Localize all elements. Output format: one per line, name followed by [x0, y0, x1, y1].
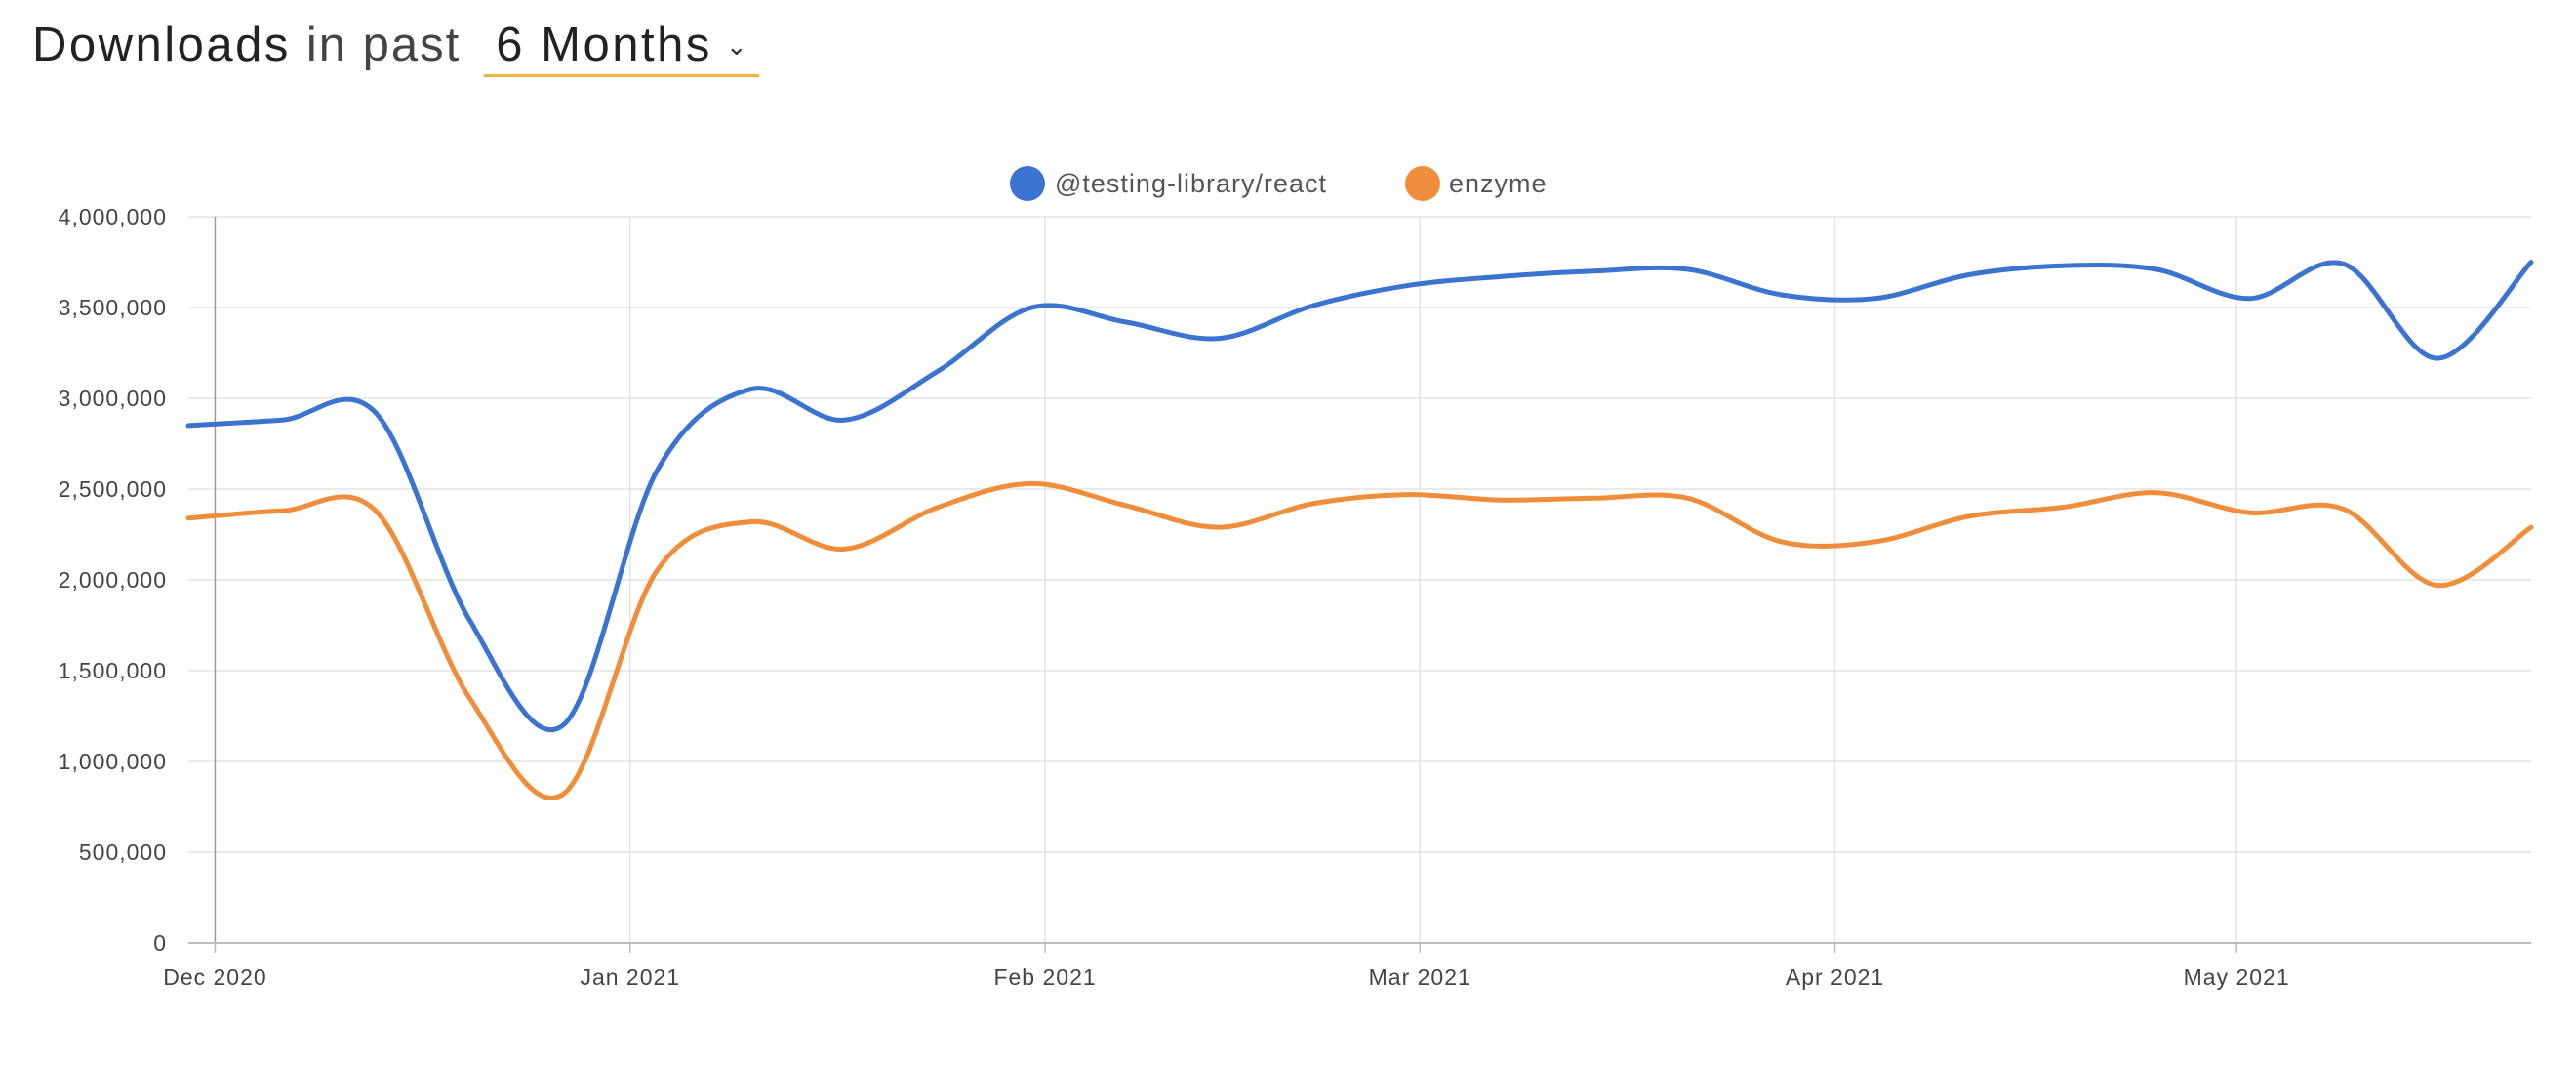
- x-tick-label: Apr 2021: [1786, 964, 1884, 990]
- y-tick-label: 0: [153, 930, 167, 956]
- time-range-value: 6 Months: [496, 19, 712, 71]
- legend-marker-testing-library-react: [1010, 166, 1045, 201]
- grid-layer: [188, 216, 2531, 943]
- y-tick-label: 1,000,000: [59, 749, 167, 774]
- chevron-down-icon: ⌄: [725, 31, 747, 61]
- x-tick-label: Mar 2021: [1369, 964, 1471, 990]
- y-tick-label: 500,000: [79, 840, 167, 865]
- series-line-testing-library-react: [185, 260, 2534, 733]
- axis-layer: 0 500,000 1,000,000 1,500,000 2,000,000 2,500…: [59, 204, 2531, 990]
- downloads-subtitle: in past: [305, 19, 462, 71]
- x-tick-label: Jan 2021: [580, 964, 680, 990]
- series-layer: [185, 260, 2534, 800]
- series-line-enzyme: [185, 480, 2534, 800]
- y-tick-label: 3,500,000: [59, 295, 167, 320]
- y-tick-label: 1,500,000: [59, 658, 167, 683]
- y-tick-label: 2,000,000: [59, 567, 167, 593]
- downloads-header: Downloads in past 6 Months ⌄: [32, 18, 759, 86]
- x-tick-label: Dec 2020: [163, 964, 266, 990]
- x-tick-label: May 2021: [2184, 964, 2290, 990]
- time-range-dropdown[interactable]: 6 Months ⌄: [484, 18, 759, 77]
- legend-label-enzyme: enzyme: [1449, 169, 1548, 198]
- y-tick-label: 2,500,000: [59, 476, 167, 502]
- x-tick-label: Feb 2021: [993, 964, 1096, 990]
- downloads-title: Downloads: [32, 19, 291, 71]
- y-tick-label: 3,000,000: [59, 386, 167, 411]
- legend-label-testing-library-react: @testing-library/react: [1055, 169, 1327, 198]
- chart-legend: @testing-library/react enzyme: [1010, 166, 1548, 201]
- y-tick-label: 4,000,000: [59, 204, 167, 229]
- legend-marker-enzyme: [1405, 166, 1440, 201]
